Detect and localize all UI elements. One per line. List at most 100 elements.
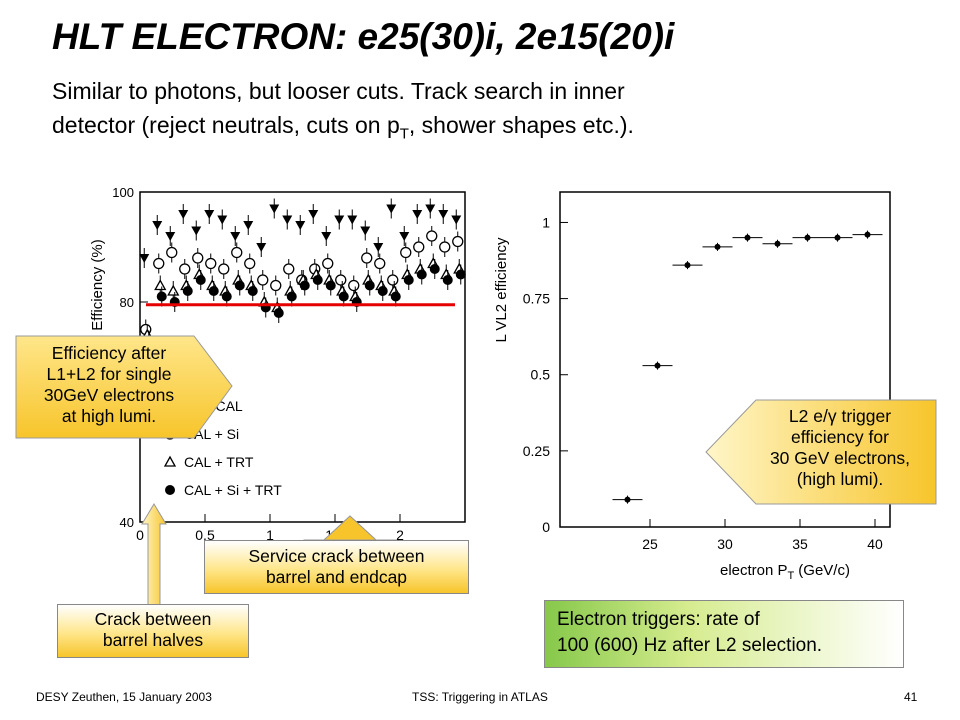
data-point <box>390 291 401 302</box>
data-point <box>295 221 306 230</box>
data-point <box>373 243 384 252</box>
x-tick-label: 0.5 <box>195 527 215 543</box>
x-axis-label-main: electron P <box>720 562 788 579</box>
subtitle-line-2: detector (reject neutrals, cuts on pT, s… <box>52 112 634 143</box>
data-point <box>684 262 691 269</box>
data-point <box>308 210 319 219</box>
data-point <box>374 257 386 270</box>
data-point <box>243 221 254 230</box>
data-point <box>205 257 217 270</box>
efficiency-vs-eta-chart: 00.511.524080100 Efficiency (%) L2 CALCA… <box>89 185 466 543</box>
data-point <box>334 215 345 225</box>
subtitle-line-2-a: detector (reject neutrals, cuts on p <box>52 112 400 138</box>
l2-callout-line: 30 GeV electrons, <box>769 448 911 468</box>
data-point <box>166 246 178 259</box>
rate-box: Electron triggers: rate of 100 (600) Hz … <box>544 600 904 668</box>
data-point <box>322 257 334 270</box>
data-point <box>399 232 410 241</box>
data-point <box>273 308 284 318</box>
y-tick-label: 0.25 <box>523 443 550 459</box>
data-point <box>403 275 414 285</box>
data-point <box>321 232 332 241</box>
x-axis-label-sub: T <box>788 570 795 582</box>
data-point <box>269 204 280 214</box>
y-tick-label: 1 <box>542 214 550 230</box>
data-point <box>387 274 399 286</box>
data-point <box>270 279 282 292</box>
efficiency-callout-line: at high lumi. <box>61 406 157 426</box>
service-crack-line: barrel and endcap <box>265 567 408 587</box>
efficiency-callout-shape <box>15 335 233 439</box>
efficiency-callout-line: 30GeV electrons <box>43 385 175 405</box>
y-tick-label: 100 <box>112 185 134 200</box>
legend-marker <box>163 455 177 467</box>
efficiency-callout-line: L1+L2 for single <box>46 364 172 384</box>
data-point <box>442 275 453 285</box>
barrel-crack-callout: Crack between barrel halves <box>57 604 249 658</box>
data-point <box>864 231 871 238</box>
data-point <box>257 274 269 286</box>
data-point <box>156 291 167 302</box>
x-tick-label: 0 <box>136 527 144 543</box>
data-point <box>299 280 310 291</box>
data-point <box>386 204 397 214</box>
data-point <box>165 232 176 241</box>
efficiency-callout-line: Efficiency after <box>51 343 167 363</box>
footer-left: DESY Zeuthen, 15 January 2003 <box>36 690 212 704</box>
footer-center: TSS: Triggering in ATLAS <box>412 690 548 704</box>
data-point <box>624 496 631 503</box>
data-point <box>286 291 297 302</box>
data-point <box>338 291 349 302</box>
y-tick-label: 40 <box>120 515 134 530</box>
x-tick-label: 40 <box>867 536 883 552</box>
legend-marker <box>165 485 175 495</box>
data-point <box>348 279 360 292</box>
data-point <box>234 280 245 291</box>
barrel-crack-arrow <box>141 503 167 607</box>
data-point <box>360 226 371 236</box>
service-crack-callout: Service crack between barrel and endcap <box>204 540 469 594</box>
data-point <box>195 275 206 285</box>
y-axis-label-right: L VL2 efficiency <box>493 237 510 343</box>
data-point <box>400 246 412 259</box>
data-point <box>429 264 440 274</box>
data-point <box>179 263 191 275</box>
data-point <box>221 291 232 302</box>
x-axis-label-right: electron PT (GeV/c) <box>720 562 850 582</box>
data-point <box>182 286 193 296</box>
data-point <box>455 269 466 280</box>
data-point <box>312 275 323 285</box>
data-point <box>139 254 150 263</box>
subtitle-line-2-b: , shower shapes etc.). <box>408 112 634 138</box>
data-point <box>325 280 336 291</box>
x-tick-label: 2 <box>396 527 404 543</box>
data-point <box>714 243 721 250</box>
data-point <box>335 274 347 286</box>
subtitle-pt-subscript: T <box>399 125 409 143</box>
l2-callout: L2 e/γ trigger efficiency for 30 GeV ele… <box>740 406 940 490</box>
data-point <box>452 235 464 248</box>
data-point <box>439 241 451 253</box>
data-point <box>412 210 423 219</box>
rate-line-2: 100 (600) Hz after L2 selection. <box>557 635 823 656</box>
data-point <box>218 263 230 275</box>
service-crack-line: Service crack between <box>248 546 425 566</box>
data-point <box>347 215 358 225</box>
y-tick-label: 0 <box>542 519 550 535</box>
subtitle-line-1: Similar to photons, but looser cuts. Tra… <box>52 78 625 104</box>
legend-label: CAL + Si + TRT <box>184 482 282 498</box>
data-point <box>167 284 180 296</box>
data-point <box>204 210 215 219</box>
l2-callout-line: (high lumi). <box>796 469 884 489</box>
data-point <box>804 234 811 241</box>
rate-line-1: Electron triggers: rate of <box>557 609 760 630</box>
data-point <box>154 279 167 291</box>
x-tick-label: 25 <box>642 536 658 552</box>
y-tick-label: 0.75 <box>523 291 550 307</box>
barrel-crack-line: Crack between <box>94 609 212 629</box>
x-tick-label: 1 <box>266 527 274 543</box>
data-point <box>230 232 241 241</box>
y-axis-label: Efficiency (%) <box>89 239 106 330</box>
page-number: 41 <box>904 690 918 704</box>
data-point <box>654 362 661 369</box>
